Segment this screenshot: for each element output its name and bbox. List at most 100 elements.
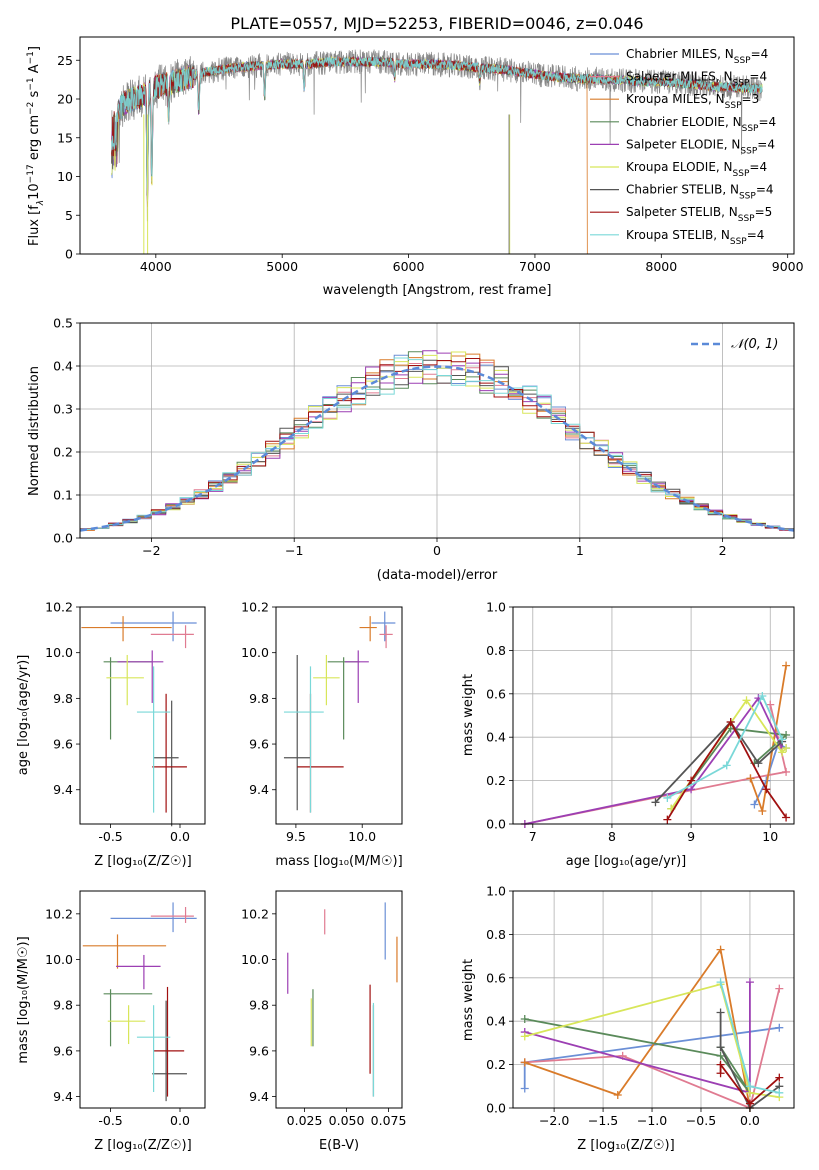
kroupa-elodie-weight-marker	[782, 744, 791, 753]
y-tick-label: 0.8	[486, 927, 506, 942]
legend-entry: Chabrier ELODIE, NSSP=4	[626, 115, 776, 134]
y-tick-label: 0	[65, 247, 73, 262]
legend-subscript: SSP	[733, 169, 750, 179]
x-tick-label: 10	[762, 829, 778, 844]
salpeter-miles-weight-line	[524, 988, 781, 1110]
y-tick-label: 0.2	[486, 773, 506, 788]
residual-legend: 𝒩(0, 1)	[691, 337, 778, 352]
salpeter-stelib-weight-marker	[716, 1060, 725, 1069]
x-tick-label: 0.050	[329, 1113, 365, 1128]
x-tick-label: −1.0	[637, 1113, 667, 1128]
legend-count: =4	[747, 228, 765, 242]
kroupa-miles-weight-marker	[716, 945, 725, 954]
salpeter-stelib-weight-line	[719, 1061, 780, 1106]
x-tick-label: −2.0	[539, 1113, 569, 1128]
legend-count: =5	[755, 205, 773, 219]
x-tick-label: -0.5	[98, 1113, 122, 1128]
weight-vs-metallicity-panel: −2.0 −1.5 −1.0 −0.5 0.0 0.0 0.2 0.4 0.6 0.8 1.0	[486, 884, 795, 1128]
salpeter-stelib-weight-marker	[687, 776, 696, 785]
x-tick-label: 0.0	[740, 1113, 760, 1128]
chabrier-stelib-weight-marker	[754, 759, 763, 768]
chabrier-stelib-weight-line	[654, 720, 783, 803]
figure-title: PLATE=0557, MJD=52253, FIBERID=0046, z=0…	[230, 14, 643, 33]
legend-count: =4	[758, 115, 776, 129]
y-tick-label: 10.2	[45, 600, 73, 615]
age-vs-mass-xlabel: mass [log₁₀(M/M☉)]	[275, 854, 402, 869]
y-tick-label: 9.6	[53, 737, 73, 752]
salpeter-stelib-weight-marker	[775, 1073, 784, 1082]
legend-subscript: SSP	[742, 124, 759, 134]
kroupa-miles-model-line	[111, 56, 588, 254]
y-tick-label: 9.4	[53, 782, 73, 797]
legend-count: =4	[751, 47, 769, 61]
x-tick-label: 10.0	[348, 829, 376, 844]
kroupa-stelib-weight-marker	[778, 735, 787, 744]
age-vs-metallicity-panel: -0.5 0.0 9.4 9.6 9.8 10.0 10.2	[45, 600, 206, 844]
y-tick-label: 10.2	[241, 906, 269, 921]
x-tick-label: −2	[142, 543, 160, 558]
age-vs-metallicity-xlabel: Z [log₁₀(Z/Z☉)]	[94, 854, 191, 869]
kroupa-stelib-weight-marker	[745, 1082, 754, 1091]
chabrier-miles-weight-marker	[750, 800, 759, 809]
chabrier-miles-weight-marker	[520, 1084, 529, 1093]
axes-frame	[512, 606, 795, 825]
y-tick-label: 5	[65, 208, 73, 223]
x-tick-label: 5000	[266, 259, 298, 274]
weight-vs-age-ylabel: mass weight	[461, 674, 476, 756]
x-tick-label: 0.025	[287, 1113, 323, 1128]
y-tick-label: 0.3	[53, 402, 73, 417]
y-tick-label: 9.4	[249, 1089, 269, 1104]
y-tick-label: 0.2	[53, 445, 73, 460]
mass-vs-metallicity-xlabel: Z [log₁₀(Z/Z☉)]	[94, 1138, 191, 1153]
legend-name: Chabrier ELODIE, N	[626, 115, 742, 129]
salpeter-elodie-weight-line	[524, 696, 783, 825]
salpeter-miles-weight-marker	[766, 700, 775, 709]
chabrier-elodie-weight-marker	[782, 731, 791, 740]
spectrum-axes: 4000 5000 6000 7000 8000 9000 0 5 10 15 20 25	[57, 36, 804, 274]
age-vs-mass-panel: 9.5 10.0 9.4 9.6 9.8 10.0 10.2	[241, 600, 403, 844]
residual-axes: −2 −1 0 1 2 0.0 0.1 0.2 0.3 0.4 0.5	[53, 316, 795, 558]
x-tick-label: 0.075	[371, 1113, 407, 1128]
legend-name: Salpeter STELIB, N	[626, 205, 738, 219]
x-tick-label: 2	[719, 543, 727, 558]
legend-count: =3	[742, 92, 760, 106]
axes-frame	[79, 890, 206, 1109]
kroupa-miles-weight-marker	[520, 1058, 529, 1067]
legend-name: Chabrier MILES, N	[626, 47, 734, 61]
y-tick-label: 0.5	[53, 316, 73, 331]
chabrier-elodie-weight-line	[670, 727, 789, 810]
salpeter-elodie-weight-line	[524, 982, 751, 1094]
chabrier-stelib-weight-marker	[716, 1043, 725, 1052]
residual-xlabel: (data-model)/error	[377, 568, 498, 583]
y-tick-label: 10.0	[241, 952, 269, 967]
chabrier-stelib-weight-marker	[716, 1008, 725, 1017]
legend-name: Kroupa STELIB, N	[626, 228, 730, 242]
kroupa-elodie-weight-marker	[778, 748, 787, 757]
salpeter-miles-weight-marker	[775, 984, 784, 993]
residual-histograms	[80, 322, 794, 539]
x-tick-label: 7000	[519, 259, 551, 274]
legend-entry: Chabrier MILES, NSSP=4	[626, 47, 768, 66]
kroupa-miles-weight-marker	[782, 661, 791, 670]
legend-entry: Kroupa ELODIE, NSSP=4	[626, 160, 767, 179]
legend-name: Chabrier STELIB, N	[626, 183, 739, 197]
legend-subscript: SSP	[734, 56, 751, 66]
legend-name: Kroupa ELODIE, N	[626, 160, 733, 174]
legend-subscript: SSP	[730, 237, 747, 247]
legend-subscript: SSP	[733, 79, 750, 89]
kroupa-miles-weight-marker	[758, 806, 767, 815]
y-tick-label: 20	[57, 92, 73, 107]
y-tick-label: 0.1	[53, 488, 73, 503]
kroupa-miles-weight-line	[524, 947, 751, 1109]
residual-panel: −2 −1 0 1 2 0.0 0.1 0.2 0.3 0.4 0.5 𝒩(0, 1) (data-…	[27, 316, 795, 583]
x-tick-label: 0.0	[170, 829, 190, 844]
x-tick-label: −1	[285, 543, 303, 558]
y-tick-label: 9.8	[249, 998, 269, 1013]
kroupa-elodie-weight-marker	[520, 1032, 529, 1041]
legend-subscript: SSP	[738, 214, 755, 224]
y-tick-label: 10.0	[241, 645, 269, 660]
y-tick-label: 9.4	[249, 782, 269, 797]
salpeter-elodie-weight-marker	[745, 978, 754, 987]
